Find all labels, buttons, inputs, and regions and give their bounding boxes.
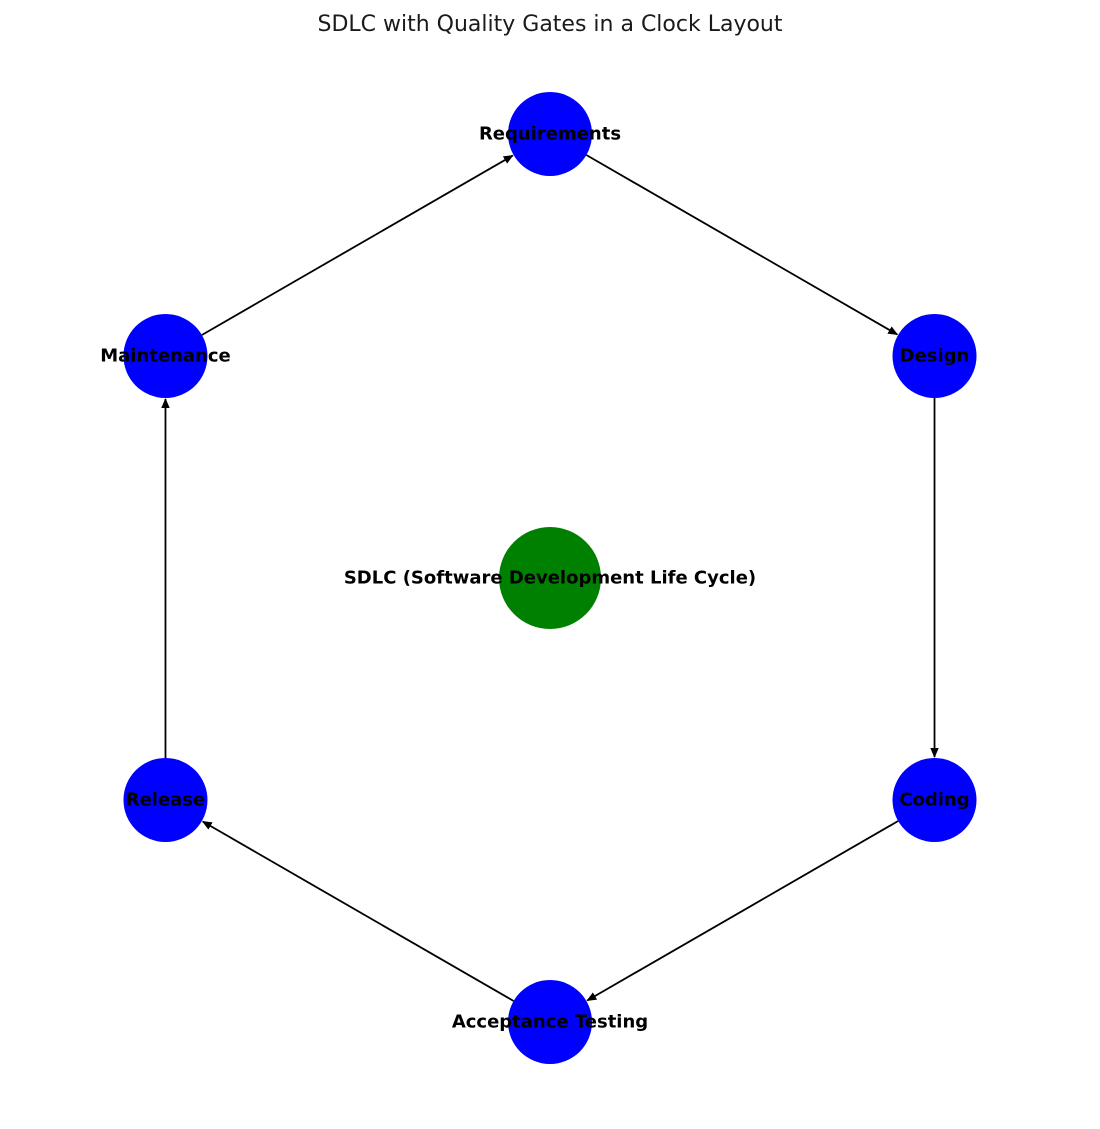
labels-layer: SDLC (Software Development Life Cycle) Re… bbox=[100, 124, 969, 1033]
edge-acceptance-testing-to-release bbox=[201, 820, 515, 1002]
node-label-sdlc: SDLC (Software Development Life Cycle) bbox=[344, 568, 756, 589]
node-design[interactable] bbox=[892, 314, 977, 398]
node-coding[interactable] bbox=[892, 758, 977, 842]
edge-maintenance-to-requirements bbox=[201, 154, 514, 336]
node-release[interactable] bbox=[123, 758, 208, 842]
nodes-layer bbox=[123, 92, 977, 1064]
node-maintenance[interactable] bbox=[123, 314, 208, 398]
node-label-release: Release bbox=[126, 790, 206, 811]
diagram-title: SDLC with Quality Gates in a Clock Layou… bbox=[317, 12, 782, 37]
node-label-design: Design bbox=[900, 346, 970, 367]
node-acceptance-testing[interactable] bbox=[508, 980, 592, 1064]
node-label-maintenance: Maintenance bbox=[100, 346, 231, 367]
edges-layer bbox=[161, 154, 939, 1002]
edge-requirements-to-design bbox=[585, 154, 899, 336]
edge-coding-to-acceptance-testing bbox=[586, 820, 899, 1002]
node-requirements[interactable] bbox=[508, 92, 592, 176]
node-label-acceptance-testing: Acceptance Testing bbox=[452, 1012, 648, 1033]
node-label-requirements: Requirements bbox=[479, 124, 621, 145]
node-sdlc[interactable] bbox=[499, 527, 601, 629]
node-label-coding: Coding bbox=[899, 790, 969, 811]
